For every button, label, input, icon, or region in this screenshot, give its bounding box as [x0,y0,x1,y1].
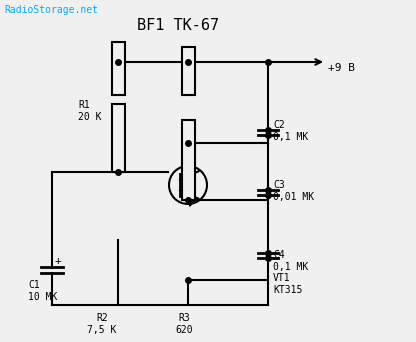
Text: +: + [55,255,62,265]
Bar [181,120,195,200]
Text: +9 B: +9 B [328,63,355,73]
Text: R3
620: R3 620 [175,313,193,334]
Text: C1
10 MK: C1 10 MK [28,280,57,302]
Bar [181,47,195,95]
Text: C2
0,1 MK: C2 0,1 MK [273,120,308,142]
Text: RadioStorage.net: RadioStorage.net [4,5,98,15]
Text: R2
7,5 K: R2 7,5 K [87,313,116,334]
Text: BF1 TK-67: BF1 TK-67 [137,18,219,33]
Text: C3
0,01 MK: C3 0,01 MK [273,180,314,201]
Bar [111,42,124,95]
Bar [111,104,124,172]
Text: C4
0,1 MK
VT1
KT315: C4 0,1 MK VT1 KT315 [273,250,308,295]
Text: R1
20 K: R1 20 K [78,100,102,122]
